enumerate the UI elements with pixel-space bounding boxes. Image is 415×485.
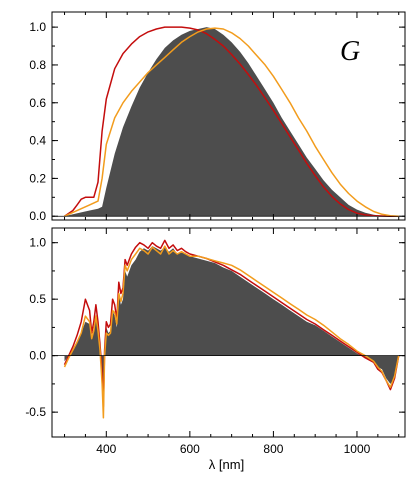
axes-frame bbox=[51, 11, 406, 221]
red-line-series bbox=[64, 26, 399, 217]
y-tick-label: -0.5 bbox=[25, 405, 46, 419]
y-tick-label: 1.0 bbox=[29, 20, 46, 34]
orange-line-series bbox=[63, 245, 400, 419]
axes-frame bbox=[51, 227, 406, 438]
top-panel: 0.0 0.2 0.4 0.6 0.8 1.0 G bbox=[29, 11, 406, 223]
y-tick-label: 1.0 bbox=[29, 236, 46, 250]
y-tick-label: 0.2 bbox=[29, 171, 46, 185]
x-tick-label: 600 bbox=[180, 442, 200, 456]
bottom-panel: 400 600 800 1000 -0.5 0.0 0.5 1.0 λ [nm] bbox=[25, 227, 406, 472]
y-tick-label: 0.0 bbox=[29, 209, 46, 223]
x-tick-label: 400 bbox=[96, 442, 116, 456]
x-tick-label: 1000 bbox=[344, 442, 371, 456]
y-tick-label: 0.4 bbox=[29, 134, 46, 148]
filled-area-series bbox=[64, 27, 399, 217]
orange-line-series bbox=[64, 27, 399, 217]
x-tick-label: 800 bbox=[263, 442, 283, 456]
x-axis-label: λ [nm] bbox=[209, 457, 244, 472]
filled-area-series bbox=[64, 246, 399, 401]
plot-area bbox=[63, 239, 400, 419]
y-tick-label: 0.5 bbox=[29, 292, 46, 306]
y-tick-label: 0.6 bbox=[29, 96, 46, 110]
y-tick-label: 0.8 bbox=[29, 58, 46, 72]
panel-label: G bbox=[340, 36, 360, 67]
plot-area bbox=[64, 26, 399, 217]
y-tick-label: 0.0 bbox=[29, 349, 46, 363]
